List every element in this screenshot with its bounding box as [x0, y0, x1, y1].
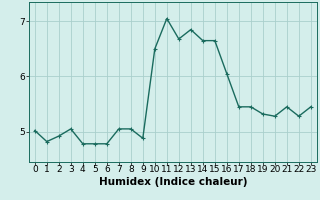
X-axis label: Humidex (Indice chaleur): Humidex (Indice chaleur)	[99, 177, 247, 187]
